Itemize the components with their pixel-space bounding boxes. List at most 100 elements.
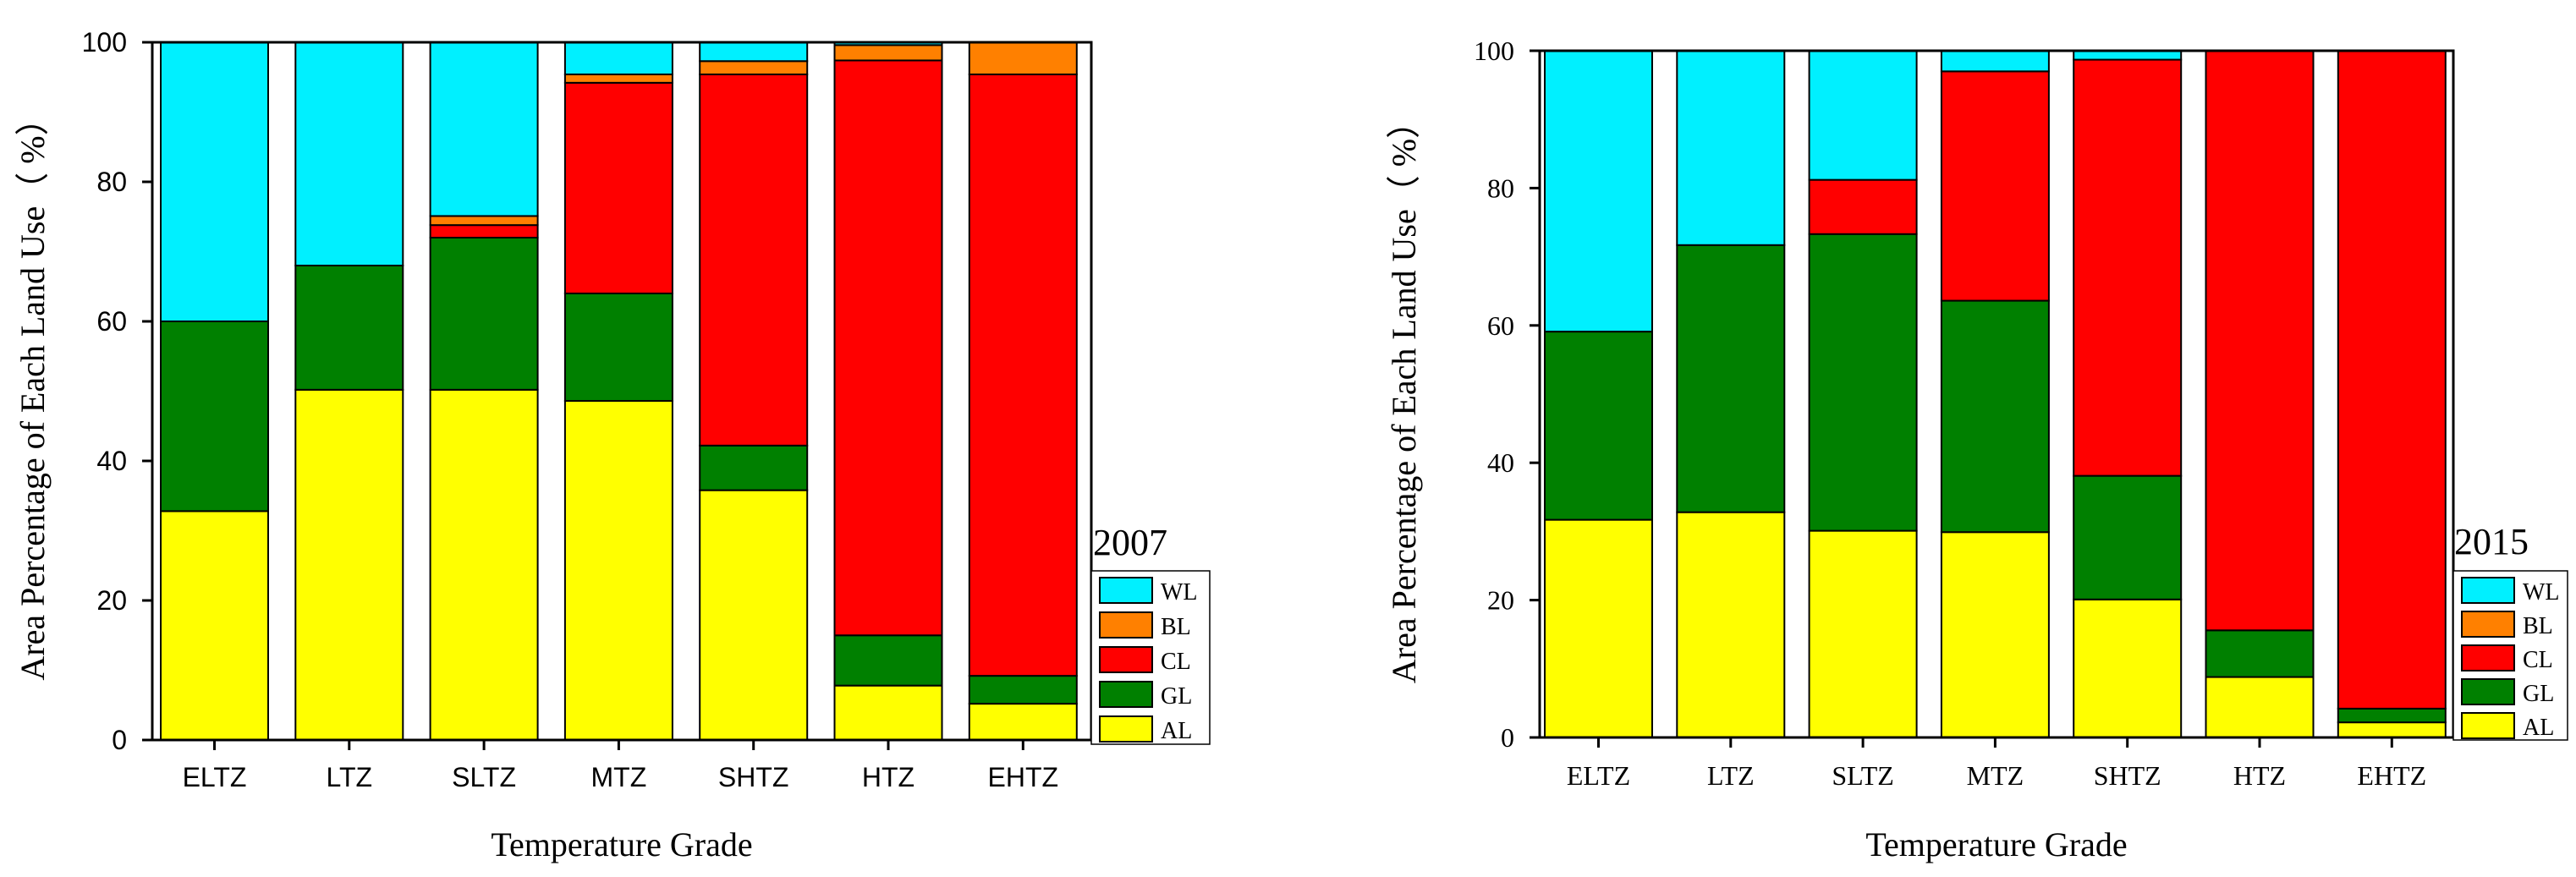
legend-swatch-al — [2461, 712, 2515, 739]
x-tick-label: EHTZ — [988, 762, 1059, 792]
bar-shtz-cl — [2073, 58, 2183, 477]
legend-swatch-wl — [1099, 577, 1153, 604]
x-tick-label: SHTZ — [718, 762, 789, 792]
legend-swatch-al — [1099, 715, 1153, 743]
y-tick-label: 20 — [1487, 585, 1514, 616]
bar-ltz-al — [294, 388, 404, 741]
bar-ehtz-gl — [2337, 707, 2447, 724]
chart-2007: ELTZ LTZ SLTZ MTZ SHTZ HTZ EHTZ 0 20 40 60 80 100 Ar… — [14, 27, 1211, 863]
legend-label-cl: CL — [2523, 647, 2553, 673]
x-tick-label: SLTZ — [452, 762, 516, 792]
x-tick-label: HTZ — [862, 762, 915, 792]
bar-htz-al — [833, 684, 943, 742]
x-axis-label-2015: Temperature Grade — [1865, 825, 2127, 863]
bar-htz-gl — [833, 634, 943, 687]
axes-2015: ELTZ LTZ SLTZ MTZ SHTZ HTZ EHTZ 0 20 40 60 80 100 — [1474, 36, 2426, 791]
x-tick-label: SLTZ — [1832, 760, 1894, 791]
x-tick-label: LTZ — [1707, 760, 1755, 791]
y-tick-label: 20 — [96, 585, 127, 616]
bars-2015 — [1544, 50, 2447, 739]
bar-mtz-cl — [563, 81, 673, 294]
bar-mtz-cl — [1940, 70, 2050, 302]
legend-swatch-gl — [2461, 678, 2515, 705]
legend-label-al: AL — [1161, 718, 1192, 744]
bar-ltz-gl — [294, 265, 404, 391]
y-axis-label-2015: Area Percentage of Each Land Use（ %） — [1385, 105, 1423, 683]
legend-swatch-cl — [1099, 646, 1153, 673]
bar-mtz-wl — [1940, 50, 2050, 73]
bar-sltz-bl — [429, 215, 539, 227]
bar-ehtz-gl — [968, 675, 1078, 705]
x-tick-label: ELTZ — [1567, 760, 1630, 791]
legend-label-cl: CL — [1161, 649, 1191, 675]
legend-label-gl: GL — [2523, 681, 2554, 707]
y-tick-label: 60 — [1487, 310, 1514, 341]
bar-sltz-cl — [1808, 178, 1918, 235]
bar-htz-bl — [833, 44, 943, 62]
x-tick-label: SHTZ — [2094, 760, 2161, 791]
bar-sltz-wl — [429, 41, 539, 217]
bar-ehtz-bl — [968, 41, 1078, 75]
year-label-2007: 2007 — [1093, 522, 1167, 563]
bar-sltz-cl — [429, 224, 539, 238]
bar-shtz-al — [699, 489, 809, 742]
bar-sltz-gl — [429, 237, 539, 391]
year-label-2015: 2015 — [2454, 521, 2529, 562]
legend-swatch-bl — [2461, 611, 2515, 638]
bar-mtz-al — [563, 400, 673, 741]
bar-ehtz-al — [968, 703, 1078, 741]
bar-ltz-wl — [294, 41, 404, 266]
y-axis-label-2007: Area Percentage of Each Land Use（ %） — [14, 101, 52, 680]
bar-ehtz-cl — [968, 73, 1078, 677]
bar-eltz-wl — [1544, 50, 1653, 333]
x-tick-label: ELTZ — [183, 762, 247, 792]
y-tick-label: 80 — [1487, 173, 1514, 203]
bar-shtz-cl — [699, 73, 809, 447]
plot-frame-2015 — [1538, 49, 2455, 739]
legend-swatch-wl — [2461, 577, 2515, 604]
bar-eltz-gl — [160, 321, 269, 512]
plot-frame-2007 — [151, 41, 1093, 742]
y-tick-label: 60 — [96, 306, 127, 337]
x-tick-label: EHTZ — [2357, 760, 2426, 791]
legend-swatch-bl — [1099, 611, 1153, 639]
bar-eltz-al — [160, 510, 269, 742]
bar-sltz-wl — [1808, 50, 1918, 181]
bar-mtz-wl — [563, 41, 673, 75]
x-axis-label-2007: Temperature Grade — [491, 825, 752, 863]
bar-ehtz-cl — [2337, 50, 2447, 710]
bar-ltz-al — [1676, 511, 1786, 738]
bars-2007 — [160, 41, 1078, 742]
bar-ltz-wl — [1676, 50, 1786, 246]
bar-shtz-wl — [2073, 50, 2183, 61]
legend-swatch-cl — [2461, 644, 2515, 671]
legend-2015: WL BL CL GL AL — [2452, 570, 2568, 741]
bar-ehtz-al — [2337, 721, 2447, 738]
y-tick-label: 100 — [82, 27, 127, 58]
bar-mtz-al — [1940, 531, 2050, 738]
legend-label-wl: WL — [2523, 579, 2560, 606]
bar-shtz-gl — [699, 444, 809, 491]
bar-eltz-gl — [1544, 331, 1653, 521]
bar-eltz-al — [1544, 518, 1653, 738]
bar-htz-al — [2205, 676, 2315, 739]
bar-sltz-al — [429, 388, 539, 741]
x-tick-label: LTZ — [327, 762, 373, 792]
y-tick-label: 40 — [96, 446, 127, 476]
bar-mtz-gl — [563, 293, 673, 403]
y-tick-label: 0 — [1501, 722, 1514, 753]
chart-2015: ELTZ LTZ SLTZ MTZ SHTZ HTZ EHTZ 0 20 40 60 80 100 Ar… — [1385, 36, 2568, 863]
bar-mtz-bl — [563, 73, 673, 84]
bar-mtz-gl — [1940, 299, 2050, 534]
bar-shtz-gl — [2073, 474, 2183, 600]
bar-sltz-al — [1808, 529, 1918, 739]
legend-swatch-gl — [1099, 681, 1153, 708]
bar-shtz-wl — [699, 41, 809, 63]
axes-2007: ELTZ LTZ SLTZ MTZ SHTZ HTZ EHTZ 0 20 40 60 80 100 — [82, 27, 1058, 792]
bar-ltz-gl — [1676, 244, 1786, 513]
legend-label-bl: BL — [2523, 613, 2553, 639]
bar-shtz-al — [2073, 598, 2183, 739]
bar-sltz-gl — [1808, 233, 1918, 532]
bar-shtz-bl — [699, 60, 809, 75]
